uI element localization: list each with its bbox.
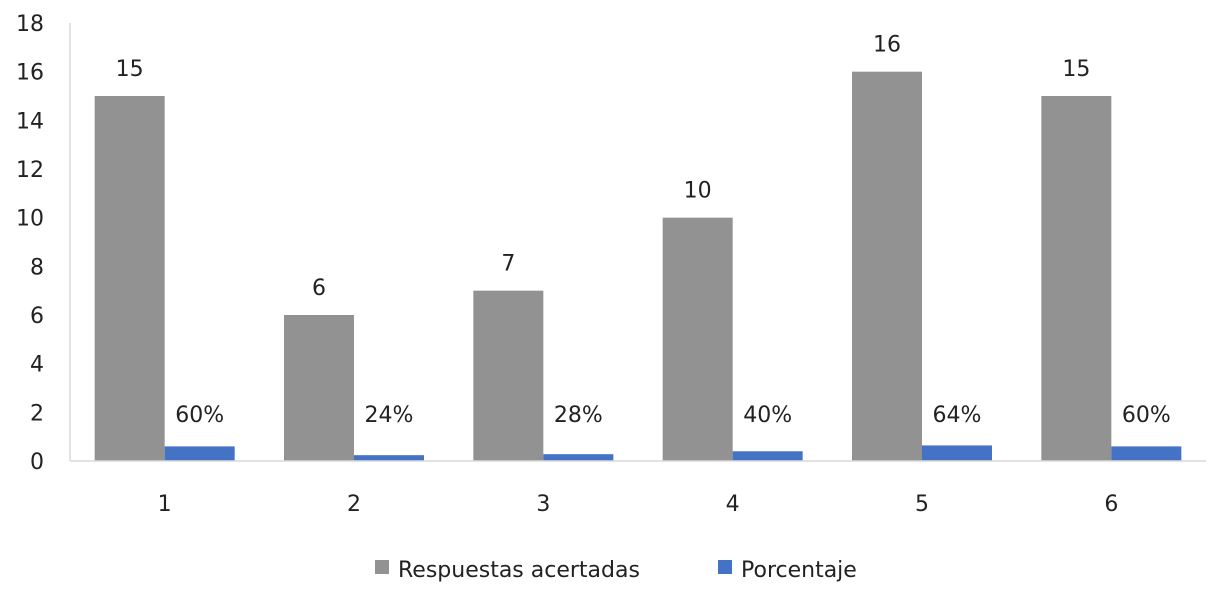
data-label-porcentaje: 40%: [743, 403, 792, 428]
bar-respuestas: [473, 290, 544, 461]
data-label-respuestas: 7: [501, 252, 515, 277]
data-label-porcentaje: 24%: [365, 403, 414, 428]
data-label-respuestas: 15: [116, 57, 144, 82]
bar-respuestas: [1041, 96, 1112, 461]
data-label-porcentaje: 28%: [554, 403, 603, 428]
data-label-respuestas: 6: [312, 276, 326, 301]
x-tick-label: 3: [536, 492, 550, 517]
legend: Respuestas acertadas Porcentaje: [375, 558, 857, 583]
legend-swatch-porcentaje: [718, 560, 732, 574]
legend-label-porcentaje: Porcentaje: [741, 558, 857, 583]
x-tick-label: 4: [726, 492, 740, 517]
y-tick-label: 18: [16, 12, 44, 37]
bar-porcentaje: [543, 454, 614, 461]
data-label-porcentaje: 64%: [933, 403, 982, 428]
legend-swatch-respuestas: [375, 560, 389, 574]
bar-porcentaje: [732, 451, 803, 461]
y-tick-label: 10: [16, 207, 44, 232]
bar-porcentaje: [354, 455, 424, 461]
y-tick-label: 4: [30, 353, 44, 378]
y-tick-label: 2: [30, 401, 44, 426]
legend-label-respuestas: Respuestas acertadas: [398, 558, 640, 583]
x-axis: 1 2 3 4 5 6: [70, 460, 1206, 517]
bar-respuestas: [852, 71, 922, 462]
bar-respuestas: [94, 96, 165, 461]
y-axis: 0 2 4 6 8 10 12 14 16 18: [16, 12, 71, 475]
data-label-porcentaje: 60%: [1122, 403, 1171, 428]
x-tick-label: 2: [347, 492, 361, 517]
y-tick-label: 8: [30, 255, 44, 280]
bars: [94, 71, 1182, 462]
data-label-porcentaje: 60%: [175, 403, 224, 428]
bar-respuestas: [284, 315, 354, 461]
x-tick-label: 1: [158, 492, 172, 517]
data-labels: 15 60% 6 24% 7 28% 10 40% 16 64% 15 60%: [116, 33, 1171, 428]
bar-porcentaje: [1111, 446, 1182, 461]
bar-porcentaje: [164, 446, 235, 461]
bar-respuestas: [662, 217, 733, 461]
y-tick-label: 0: [30, 450, 44, 475]
bar-porcentaje: [922, 445, 992, 461]
y-tick-label: 12: [16, 158, 44, 183]
data-label-respuestas: 10: [684, 179, 712, 204]
data-label-respuestas: 15: [1062, 57, 1090, 82]
x-tick-label: 5: [915, 492, 929, 517]
y-tick-label: 6: [30, 304, 44, 329]
y-tick-label: 16: [16, 61, 44, 86]
data-label-respuestas: 16: [873, 33, 901, 58]
y-tick-label: 14: [16, 109, 44, 134]
x-tick-label: 6: [1104, 492, 1118, 517]
